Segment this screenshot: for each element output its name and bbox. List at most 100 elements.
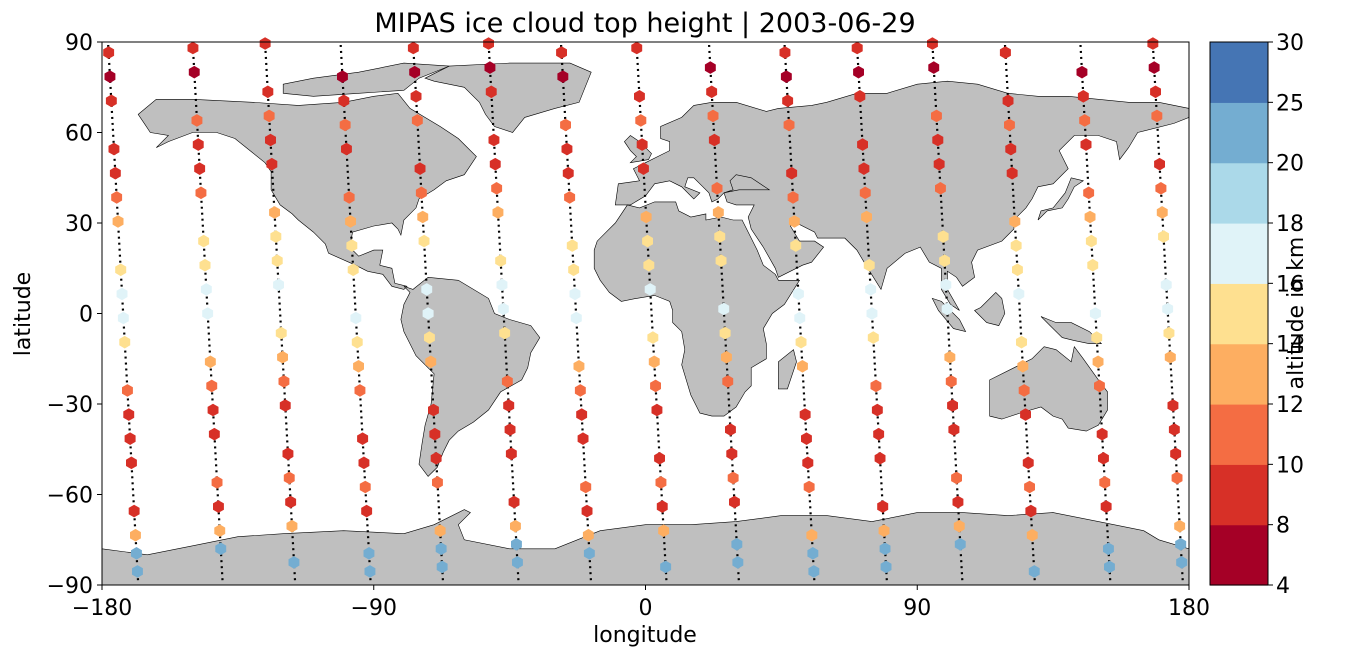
cloud-marker [941, 302, 953, 316]
cloud-marker [341, 142, 352, 156]
cloud-marker [199, 258, 211, 272]
cloud-marker [1079, 114, 1091, 127]
cloud-marker [104, 70, 116, 83]
cloud-marker [1100, 500, 1112, 513]
cloud-marker [1018, 384, 1030, 397]
colorbar-segment [1210, 343, 1268, 405]
cloud-marker [877, 500, 889, 513]
cloud-marker [807, 547, 819, 560]
cloud-marker [1156, 206, 1168, 219]
cloud-marker [719, 326, 731, 340]
cloud-marker [363, 547, 375, 560]
cloud-marker [1028, 565, 1040, 578]
cloud-marker [418, 234, 430, 248]
cloud-marker [944, 350, 956, 364]
cloud-marker [112, 215, 124, 228]
cloud-marker [650, 379, 661, 393]
cloud-marker [1026, 528, 1038, 542]
cloud-marker [1076, 65, 1088, 79]
cloud-marker [631, 41, 643, 55]
cloud-marker [198, 234, 210, 248]
cloud-marker [933, 157, 945, 171]
colorbar-segment [1210, 223, 1268, 284]
cloud-marker [715, 254, 727, 267]
cloud-marker [937, 230, 949, 243]
cloud-marker [1171, 471, 1183, 485]
cloud-marker [1005, 142, 1017, 156]
cloud-marker [712, 206, 724, 219]
cloud-marker [927, 37, 938, 50]
cloud-marker [122, 384, 133, 397]
cloud-marker [208, 427, 220, 441]
cloud-marker [353, 360, 364, 373]
cloud-marker [1085, 234, 1097, 248]
land-madagascar [778, 349, 797, 390]
cloud-marker [561, 142, 573, 156]
land-greenland [424, 62, 592, 133]
cloud-marker [279, 399, 291, 412]
cloud-marker [556, 46, 567, 59]
cloud-marker [275, 326, 287, 340]
cloud-marker [870, 379, 882, 393]
plot-area [101, 37, 1190, 586]
cloud-marker [1099, 476, 1111, 489]
cloud-marker [282, 447, 294, 461]
cloud-marker [214, 524, 226, 537]
cloud-marker [188, 65, 200, 79]
cloud-marker [262, 85, 274, 99]
cloud-marker [718, 302, 730, 316]
cloud-marker [1154, 157, 1165, 171]
cloud-marker [432, 476, 443, 489]
cloud-marker [1024, 480, 1035, 494]
cloud-marker [721, 350, 732, 364]
cloud-marker [577, 432, 589, 445]
cloud-marker [411, 114, 423, 127]
cloud-marker [428, 403, 439, 417]
cloud-marker [642, 234, 653, 248]
cloud-marker [1010, 239, 1022, 252]
cloud-marker [782, 94, 794, 108]
cloud-marker [640, 210, 652, 224]
cloud-marker [560, 118, 571, 132]
cloud-marker [489, 157, 501, 171]
x-tick-label: 0 [639, 596, 653, 621]
cloud-marker [799, 408, 811, 421]
cloud-marker [655, 476, 667, 489]
cloud-marker [1006, 166, 1018, 180]
cloud-marker [1104, 560, 1115, 574]
cloud-marker [414, 162, 426, 175]
cloud-marker [492, 206, 504, 219]
cloud-marker [430, 452, 442, 465]
y-tick-label: −90 [47, 574, 93, 599]
cloud-marker [644, 283, 656, 296]
cloud-marker [417, 210, 429, 224]
cloud-marker [779, 46, 791, 59]
cloud-marker [1148, 61, 1160, 74]
cloud-marker [346, 239, 358, 252]
cloud-marker [951, 471, 962, 485]
y-tick-label: 0 [79, 303, 93, 328]
cloud-marker [111, 191, 123, 204]
cloud-marker [707, 109, 719, 123]
cloud-marker [1164, 350, 1176, 364]
cloud-marker [1176, 556, 1188, 569]
cloud-marker [407, 41, 419, 55]
y-axis: −90 −60 −30 0 30 60 90 [47, 31, 102, 599]
land-uk [624, 135, 652, 164]
cloud-marker [504, 423, 516, 436]
cloud-marker [635, 114, 647, 127]
land-north-america [137, 92, 477, 290]
cloud-marker [880, 560, 892, 574]
cloud-marker [350, 311, 362, 325]
cloud-marker [213, 500, 224, 513]
cloud-marker [131, 547, 142, 560]
x-axis-label: longitude [593, 623, 697, 648]
cloud-marker [569, 287, 581, 301]
cloud-marker [1091, 331, 1103, 344]
cloud-marker [278, 375, 290, 388]
cloud-marker [1017, 360, 1029, 373]
cloud-marker [939, 254, 950, 267]
cloud-marker [495, 254, 507, 267]
colorbar-tick-label: 18 [1276, 212, 1304, 237]
